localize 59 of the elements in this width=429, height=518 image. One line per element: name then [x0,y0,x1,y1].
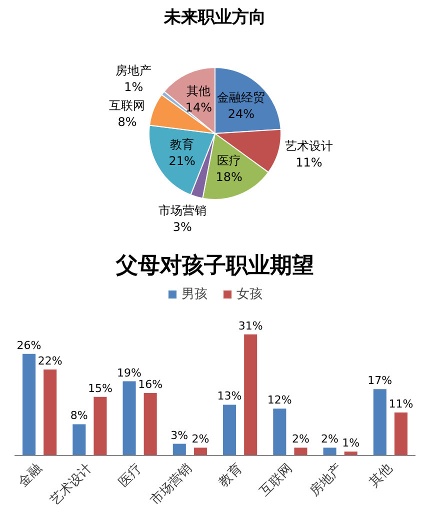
bar [394,412,408,456]
slice-label: 市场营销 [158,204,206,218]
data-label: 26% [16,338,42,352]
slice-label: 金融经贸 [217,90,266,105]
data-label: 19% [117,366,142,380]
bar [122,381,136,456]
data-label: 2% [321,432,339,446]
data-label: 15% [88,382,112,395]
x-tick-label: 艺术设计 [48,461,95,509]
slice-label: 房地产 [116,63,152,78]
slice-label: 教育 [170,138,194,152]
bar [223,404,236,456]
x-tick-label: 教育 [216,460,246,490]
bar [373,389,386,456]
data-label: 11% [296,155,322,170]
data-label: 8% [70,409,88,422]
data-label: 12% [267,394,292,407]
x-tick-label: 房地产 [306,460,346,500]
data-label: 13% [217,390,242,403]
data-label: 2% [192,432,210,446]
slice-label: 艺术设计 [284,139,333,154]
bar [172,444,186,456]
x-tick-label: 医疗 [116,461,146,490]
bar [94,396,107,456]
data-label: 3% [172,220,192,234]
data-label: 22% [38,354,62,368]
data-label: 18% [216,170,242,184]
chart-title: 未来职业方向 [163,8,266,28]
bar [44,370,57,456]
slice-label: 其他 [186,84,211,98]
data-label: 16% [138,378,163,391]
data-label: 8% [118,115,137,130]
bar [194,448,207,456]
chart-title: 父母对孩子职业期望 [115,252,314,278]
x-tick-label: 互联网 [257,461,296,500]
slice-label: 医疗 [217,154,242,168]
data-label: 1% [124,80,144,94]
data-label: 2% [292,432,310,446]
data-label: 31% [238,319,263,332]
data-label: 24% [228,107,255,122]
legend-label: 女孩 [236,286,262,303]
data-label: 17% [368,374,392,388]
x-tick-label: 其他 [366,461,396,490]
legend-label: 男孩 [182,286,208,303]
data-label: 14% [185,100,212,114]
data-label: 21% [168,154,196,168]
bar [244,334,258,456]
data-label: 11% [388,398,414,411]
bar [273,408,286,456]
data-label: 1% [342,436,360,450]
x-tick-label: 市场营销 [148,461,196,509]
bar [294,448,308,456]
data-label: 3% [170,428,188,442]
bar [72,424,86,456]
bar [144,392,157,456]
x-tick-label: 金融 [16,461,45,490]
slice-label: 互联网 [109,98,146,113]
bar [22,354,36,456]
bar [323,448,336,456]
